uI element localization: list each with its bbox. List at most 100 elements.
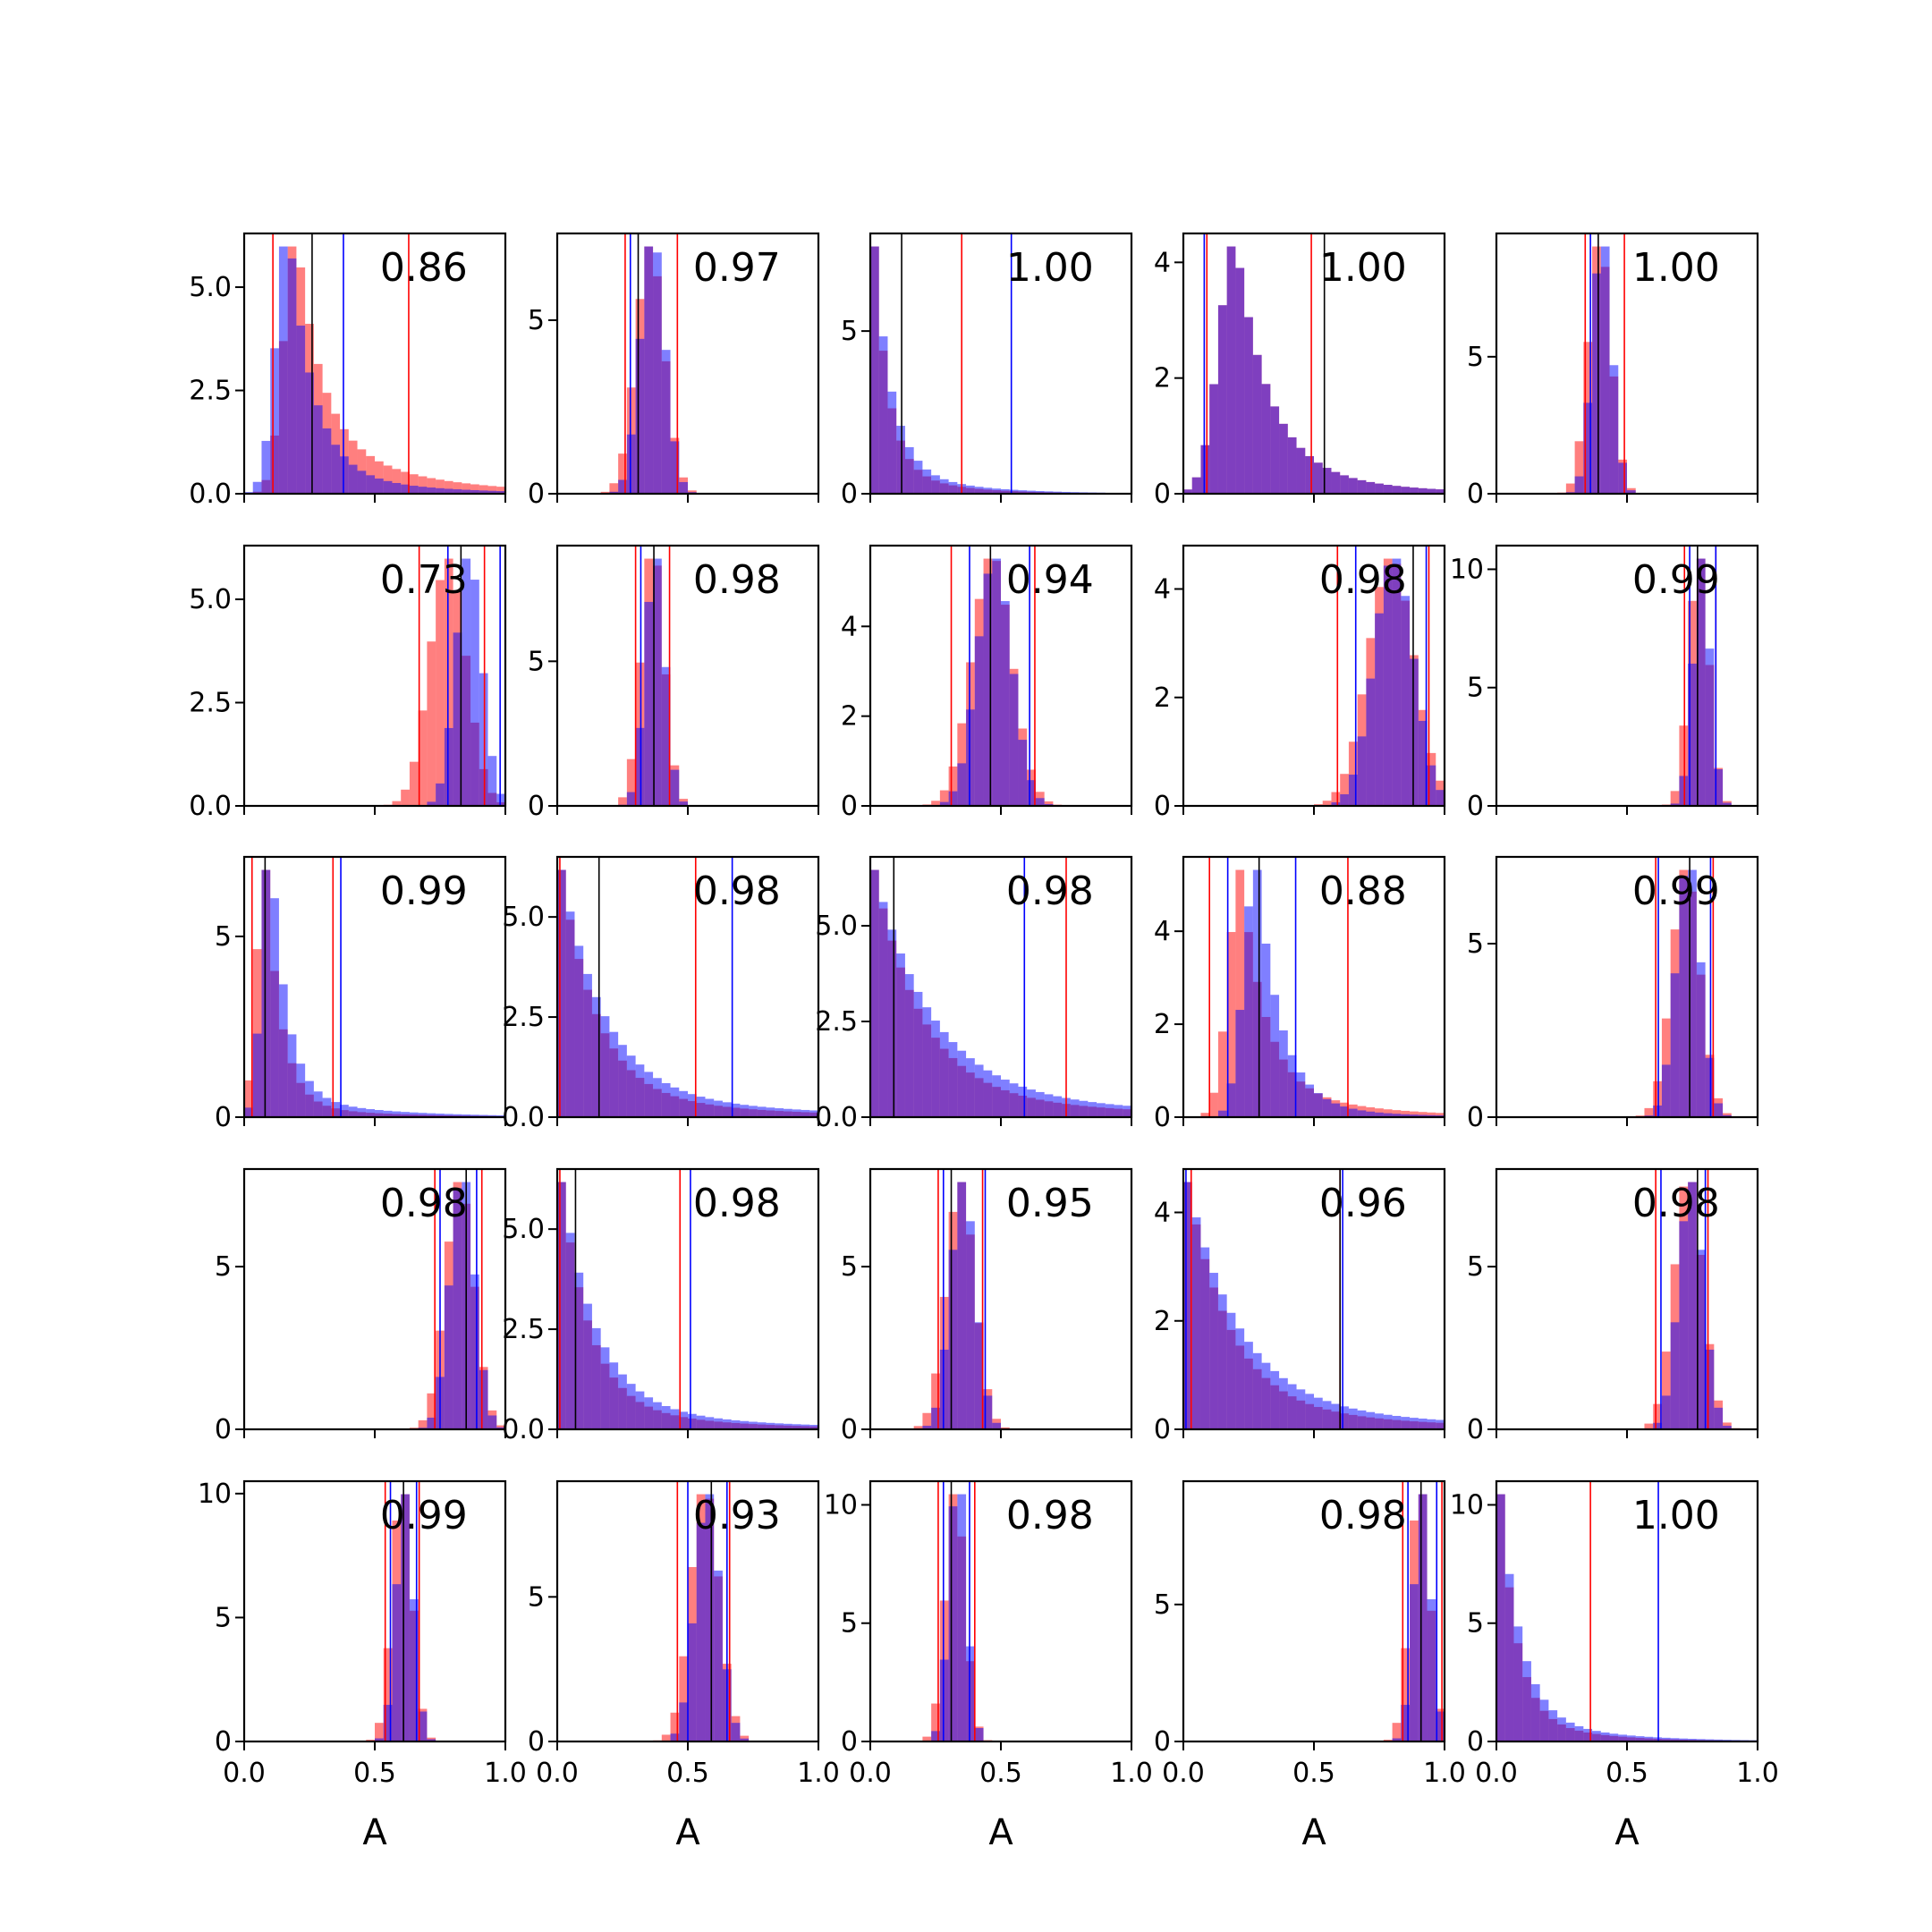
bar-blue-0 [557,869,566,1117]
bar-blue-11 [1279,1377,1288,1429]
ytick-label: 2 [1154,1306,1171,1337]
bar-blue-4 [591,996,601,1117]
bar-blue-18 [1340,475,1349,494]
bar-blue-23 [1383,1113,1393,1117]
bar-blue-8 [1252,869,1262,1117]
bar-blue-28 [1427,1114,1436,1117]
bar-red-22 [436,580,445,806]
ytick-label: 0 [1467,1102,1484,1133]
bar-blue-16 [1635,1736,1645,1741]
bar-blue-21 [1679,775,1689,806]
bar-red-26 [470,484,479,494]
bar-blue-13 [1296,1072,1306,1117]
bar-blue-26 [1410,1114,1419,1117]
bar-blue-26 [470,489,479,494]
bar-blue-29 [1436,1419,1445,1429]
ytick-label: 0.0 [815,1102,858,1133]
ytick-label: 5 [841,316,858,347]
bar-blue-21 [1366,678,1376,806]
ytick-label: 5 [528,305,545,336]
bar-red-15 [688,490,697,494]
bar-blue-17 [705,1494,715,1741]
panel-r2-c0: 050.99 [215,855,507,1133]
bar-blue-8 [1252,354,1262,494]
xtick-label: 1.0 [1110,1758,1153,1789]
bar-red-27 [1418,1112,1428,1117]
bar-blue-25 [462,489,471,494]
ytick-label: 5 [528,1581,545,1613]
bar-blue-21 [1053,491,1063,494]
bar-blue-11 [966,1221,975,1429]
bar-blue-28 [1427,765,1436,806]
bar-red-17 [1644,1423,1654,1429]
panel-r2-c1: 0.0 2.5 5.0 0.98 [502,855,820,1133]
bar-blue-7 [618,479,627,494]
bar-blue-27 [792,1424,801,1429]
bar-blue-6 [1235,1328,1245,1429]
bar-blue-2 [574,1272,584,1429]
bar-red-18 [401,789,410,806]
bar-red-19 [1661,1352,1671,1429]
bar-blue-13 [670,1087,680,1117]
bar-blue-14 [679,1411,688,1429]
bar-blue-19 [1661,1737,1671,1741]
ytick-label: 5.0 [189,272,232,303]
bar-blue-15 [375,479,384,494]
bar-blue-20 [1670,1738,1680,1741]
bar-blue-8 [626,1055,636,1117]
bar-blue-10 [1270,406,1280,494]
ytick-label: 4 [1154,574,1171,606]
bar-blue-4 [904,974,914,1117]
panel-annotation: 0.98 [380,1181,468,1226]
ytick-label: 0 [1467,791,1484,822]
bar-red-9 [948,766,958,806]
bar-blue-2 [887,391,897,494]
bar-blue-9 [948,1506,958,1741]
bar-blue-0 [870,246,879,494]
bar-blue-26 [1410,658,1419,806]
bar-blue-21 [1366,1411,1376,1429]
bar-red-0 [244,1080,253,1117]
bar-blue-13 [357,1107,367,1117]
bar-red-17 [1644,1107,1654,1117]
panel-annotation: 0.98 [693,557,781,603]
bar-blue-18 [714,1418,723,1429]
ytick-label: 2.5 [189,376,232,407]
bar-blue-21 [427,801,436,806]
ytick-label: 0 [528,479,545,510]
bar-blue-29 [496,491,505,494]
bar-blue-22 [436,487,445,494]
bar-blue-2 [887,929,897,1117]
panel-annotation: 0.98 [693,1181,781,1226]
bar-red-21 [1679,725,1689,806]
bar-red-24 [453,482,462,494]
bar-blue-7 [305,372,314,494]
x-axis-label: A [1301,1812,1326,1853]
bar-blue-16 [383,1110,393,1117]
bar-red-16 [383,465,393,494]
bar-blue-9 [1574,476,1584,494]
bar-blue-1 [878,336,888,494]
bar-red-20 [1670,791,1680,806]
bar-blue-3 [1522,1661,1531,1741]
panel-annotation: 0.98 [1632,1181,1720,1226]
bar-red-20 [418,1419,428,1429]
bar-blue-18 [1653,1105,1662,1117]
ytick-label: 0 [1154,479,1171,510]
bar-blue-19 [409,486,419,494]
bar-blue-26 [1723,802,1732,806]
ytick-label: 10 [1450,554,1484,585]
ytick-label: 0 [1467,1414,1484,1445]
bar-blue-21 [427,487,436,494]
bar-blue-28 [487,1114,497,1117]
bar-blue-27 [479,490,488,494]
panel-r0-c0: 0.0 2.5 5.0 0.86 [189,232,507,510]
bar-blue-2 [574,945,584,1117]
bar-blue-23 [444,1285,453,1429]
bar-blue-21 [1053,1096,1063,1117]
bar-blue-14 [1305,1084,1314,1117]
bar-blue-11 [1592,273,1601,494]
bar-red-27 [479,485,488,494]
bar-blue-19 [1348,478,1358,494]
bar-blue-21 [427,1739,436,1741]
